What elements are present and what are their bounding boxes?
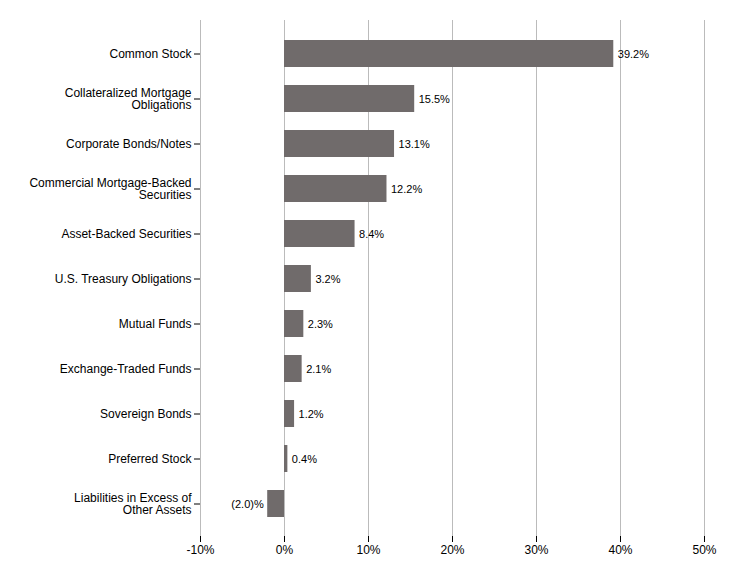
svg-text:(2.0)%: (2.0)% xyxy=(231,498,264,510)
svg-text:13.1%: 13.1% xyxy=(399,138,430,150)
svg-text:20%: 20% xyxy=(440,543,464,557)
svg-text:Exchange-Traded Funds: Exchange-Traded Funds xyxy=(60,362,192,376)
svg-text:Sovereign Bonds: Sovereign Bonds xyxy=(100,407,191,421)
svg-text:10%: 10% xyxy=(356,543,380,557)
svg-text:0%: 0% xyxy=(276,543,294,557)
svg-text:12.2%: 12.2% xyxy=(391,183,422,195)
svg-text:Preferred Stock: Preferred Stock xyxy=(108,452,192,466)
svg-text:-10%: -10% xyxy=(186,543,214,557)
svg-text:Mutual Funds: Mutual Funds xyxy=(119,317,192,331)
svg-text:Common Stock: Common Stock xyxy=(109,47,192,61)
svg-text:30%: 30% xyxy=(524,543,548,557)
svg-text:3.2%: 3.2% xyxy=(315,273,340,285)
svg-text:50%: 50% xyxy=(692,543,716,557)
svg-text:15.5%: 15.5% xyxy=(419,93,450,105)
svg-text:40%: 40% xyxy=(608,543,632,557)
svg-text:2.3%: 2.3% xyxy=(308,318,333,330)
svg-text:Asset-Backed Securities: Asset-Backed Securities xyxy=(61,227,191,241)
svg-text:2.1%: 2.1% xyxy=(306,363,331,375)
svg-text:U.S. Treasury Obligations: U.S. Treasury Obligations xyxy=(55,272,192,286)
svg-text:Commercial Mortgage-BackedSecu: Commercial Mortgage-BackedSecurities xyxy=(29,176,191,202)
svg-text:Corporate Bonds/Notes: Corporate Bonds/Notes xyxy=(66,137,191,151)
svg-text:Collateralized MortgageObligat: Collateralized MortgageObligations xyxy=(65,86,192,112)
svg-text:8.4%: 8.4% xyxy=(359,228,384,240)
svg-text:1.2%: 1.2% xyxy=(299,408,324,420)
svg-text:0.4%: 0.4% xyxy=(292,453,317,465)
svg-text:39.2%: 39.2% xyxy=(618,48,649,60)
svg-text:Liabilities in Excess ofOther: Liabilities in Excess ofOther Assets xyxy=(74,491,192,517)
